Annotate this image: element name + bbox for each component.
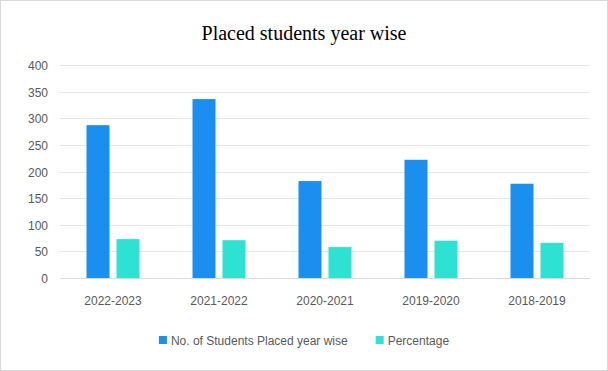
- grid-line: [60, 65, 590, 66]
- x-tick-label: 2022-2023: [84, 294, 142, 308]
- y-tick-label: 100: [28, 219, 48, 233]
- bar: [299, 181, 322, 278]
- grid-line: [60, 92, 590, 93]
- legend: No. of Students Placed year wise Percenta…: [159, 334, 449, 348]
- grid-line: [60, 145, 590, 146]
- bar: [511, 184, 534, 278]
- y-tick-label: 0: [41, 272, 48, 286]
- x-tick-label: 2021-2022: [190, 294, 248, 308]
- bar: [329, 247, 352, 278]
- bar: [87, 125, 110, 278]
- grid-line: [60, 118, 590, 119]
- grid-line: [60, 172, 590, 173]
- chart-svg: Placed students year wise 0 50 100 150 200 250…: [0, 0, 608, 371]
- y-tick-label: 150: [28, 192, 48, 206]
- y-tick-label: 50: [35, 245, 49, 259]
- bar: [435, 241, 458, 278]
- y-tick-label: 200: [28, 166, 48, 180]
- bar: [223, 240, 246, 278]
- y-tick-label: 350: [28, 86, 48, 100]
- legend-swatch: [376, 336, 384, 344]
- x-tick-label: 2019-2020: [402, 294, 460, 308]
- y-tick-label: 300: [28, 112, 48, 126]
- bar: [541, 243, 564, 278]
- legend-label: Percentage: [388, 334, 450, 348]
- x-tick-label: 2018-2019: [508, 294, 566, 308]
- chart-container: {"chart_data": {"type": "bar", "title": …: [0, 0, 608, 371]
- grid-line: [60, 278, 590, 279]
- bar: [405, 160, 428, 278]
- x-tick-label: 2020-2021: [296, 294, 354, 308]
- bar: [193, 99, 216, 278]
- chart-title: Placed students year wise: [202, 22, 407, 45]
- chart-border: [1, 1, 608, 371]
- bars-group: [87, 99, 564, 278]
- bar: [117, 239, 140, 278]
- y-tick-label: 400: [28, 59, 48, 73]
- legend-swatch: [159, 336, 167, 344]
- legend-label: No. of Students Placed year wise: [171, 334, 348, 348]
- y-tick-label: 250: [28, 139, 48, 153]
